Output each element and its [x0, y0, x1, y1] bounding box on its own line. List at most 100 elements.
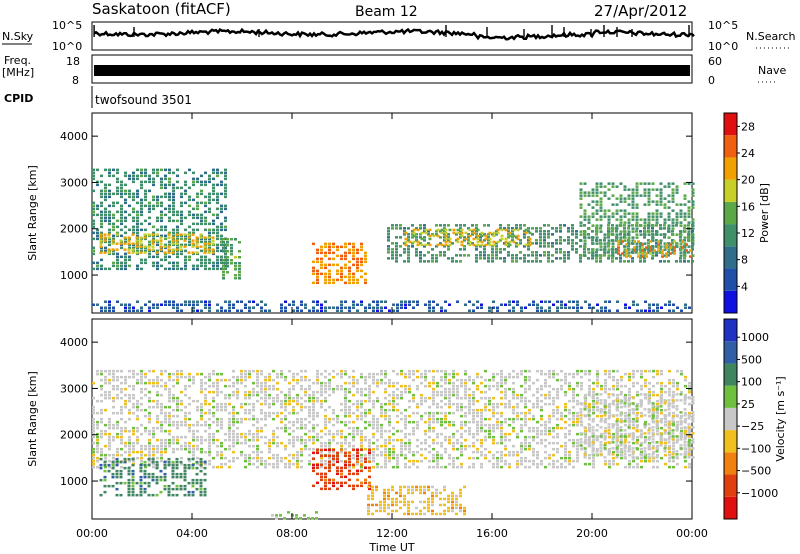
velocity-cell: [280, 402, 283, 406]
power-cell: [224, 219, 227, 223]
power-cell: [128, 246, 131, 250]
power-cell: [116, 171, 119, 175]
velocity-cell: [492, 441, 495, 445]
power-cell: [108, 222, 111, 226]
power-cell: [575, 236, 578, 239]
velocity-cell: [588, 426, 591, 430]
power-cell: [627, 203, 631, 206]
power-cell: [635, 224, 639, 227]
power-cell: [171, 239, 175, 242]
velocity-cell: [112, 405, 115, 409]
power-cell: [671, 182, 675, 185]
velocity-cell: [664, 390, 667, 394]
power-cell: [188, 243, 191, 247]
velocity-cell: [100, 435, 103, 439]
power-cell: [675, 215, 679, 218]
power-cell: [226, 259, 229, 262]
power-cell: [579, 191, 583, 194]
velocity-cell: [140, 381, 143, 385]
power-cell: [523, 233, 526, 236]
power-cell: [104, 309, 107, 312]
velocity-cell: [548, 426, 551, 430]
velocity-cell: [364, 420, 367, 424]
velocity-cell: [524, 396, 527, 400]
power-cell: [116, 186, 119, 190]
velocity-cell: [500, 390, 503, 394]
velocity-cell: [216, 438, 219, 442]
velocity-cell: [144, 408, 147, 412]
power-cell: [144, 171, 147, 175]
power-cell: [184, 201, 187, 205]
power-cell: [104, 198, 107, 202]
power-cell: [312, 260, 315, 264]
velocity-cell: [460, 381, 463, 385]
velocity-cell: [384, 456, 387, 460]
velocity-cell: [376, 453, 379, 457]
velocity-cell: [492, 465, 495, 469]
velocity-cell: [252, 390, 255, 394]
velocity-cell: [512, 408, 515, 412]
power-cell: [120, 213, 123, 217]
velocity-cell: [176, 405, 179, 409]
power-cell: [200, 219, 203, 223]
velocity-cell: [244, 438, 247, 442]
velocity-cell: [408, 459, 411, 463]
power-cell: [671, 221, 675, 224]
power-cell: [499, 257, 502, 260]
power-cell: [663, 218, 667, 221]
power-cell: [224, 207, 227, 211]
velocity-cell: [272, 438, 275, 442]
power-cell: [591, 257, 594, 260]
power-cell: [591, 215, 595, 218]
velocity-cell: [572, 465, 575, 469]
velocity-cell: [240, 441, 243, 445]
velocity-cell: [156, 426, 159, 430]
power-cell: [230, 259, 233, 262]
velocity-cell: [484, 417, 487, 421]
velocity-cell: [148, 396, 151, 400]
power-cell: [407, 254, 410, 257]
power-cell: [140, 267, 143, 271]
velocity-cell: [332, 450, 335, 454]
velocity-cell: [124, 426, 127, 430]
velocity-cell: [128, 441, 131, 445]
power-cell: [432, 306, 435, 309]
velocity-cell: [632, 381, 635, 385]
power-cell: [460, 240, 464, 244]
power-cell: [132, 309, 135, 312]
velocity-cell: [216, 453, 219, 457]
velocity-cell: [396, 429, 399, 433]
velocity-cell: [180, 423, 183, 427]
power-cell: [116, 231, 119, 235]
velocity-cell: [504, 435, 507, 439]
power-cell: [107, 233, 111, 236]
velocity-cell: [160, 372, 163, 376]
velocity-cell: [432, 402, 435, 406]
power-cell: [160, 180, 163, 184]
velocity-cell: [412, 399, 415, 403]
power-cell: [637, 252, 640, 255]
velocity-cell: [208, 402, 211, 406]
velocity-cell: [492, 462, 495, 466]
power-cell: [280, 303, 283, 306]
velocity-cell: [136, 429, 139, 433]
power-cell: [220, 171, 223, 175]
power-ylabel: Slant Range [km]: [26, 165, 39, 261]
velocity-cell: [536, 429, 539, 433]
power-cell: [507, 251, 510, 254]
velocity-cell: [164, 420, 167, 424]
power-cell: [208, 174, 211, 178]
velocity-cell: [144, 393, 147, 397]
power-cell: [196, 222, 199, 226]
velocity-cell: [392, 384, 395, 388]
velocity-cell: [476, 426, 479, 430]
power-cell: [617, 249, 620, 252]
power-cell: [226, 256, 229, 259]
velocity-cell: [636, 369, 639, 373]
power-cell: [99, 251, 103, 254]
power-cell: [647, 215, 651, 218]
power-cell: [635, 242, 639, 245]
power-cell: [103, 239, 107, 242]
velocity-cell: [436, 462, 439, 466]
velocity-cell: [380, 453, 383, 457]
